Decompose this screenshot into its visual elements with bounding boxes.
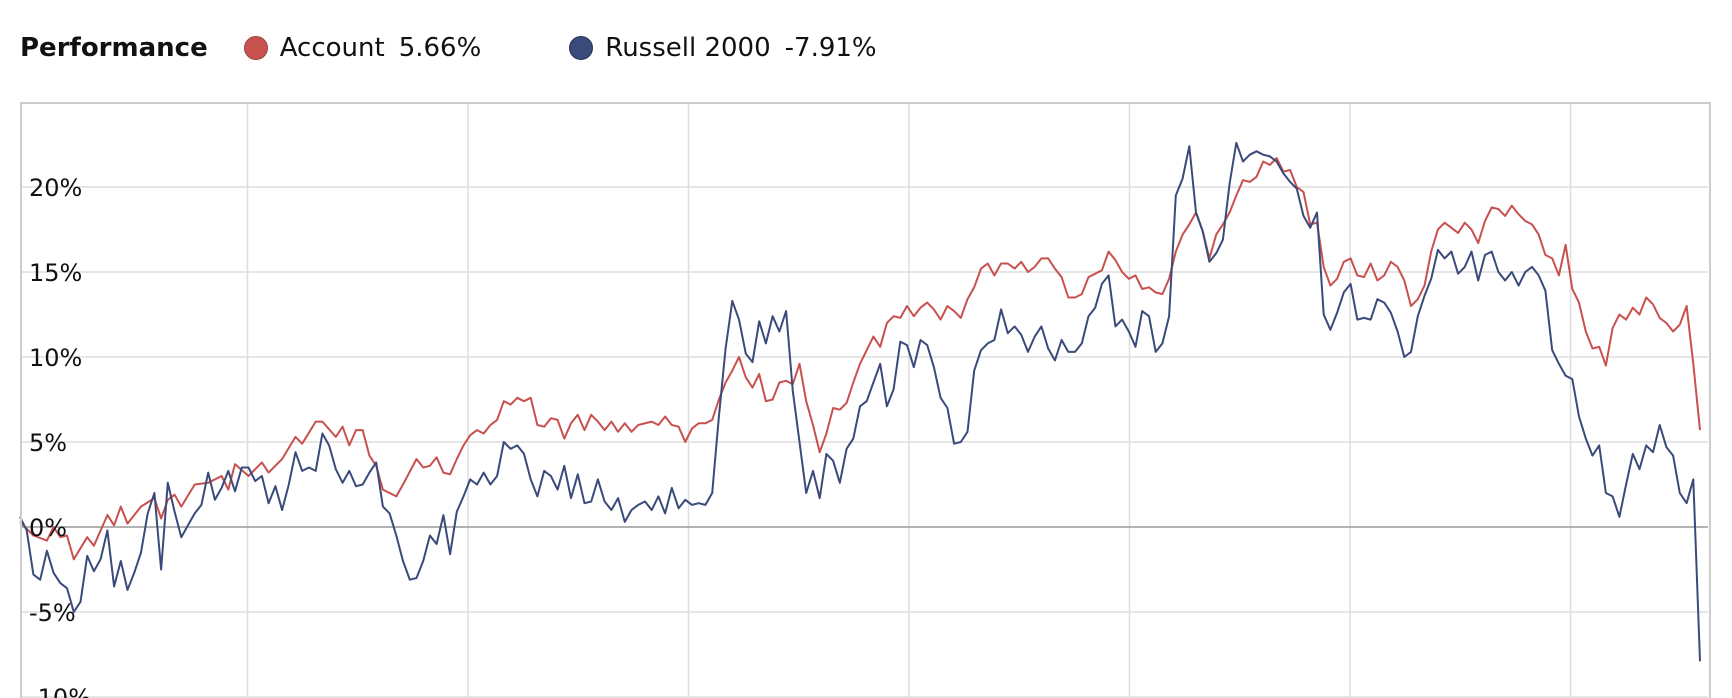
legend-item-value: -7.91% bbox=[784, 33, 877, 63]
legend-item-russell-2000[interactable]: Russell 2000 -7.91% bbox=[569, 33, 877, 63]
y-tick-label: 20% bbox=[29, 174, 82, 202]
legend-item-value: 5.66% bbox=[398, 33, 482, 63]
y-tick-label: -5% bbox=[29, 599, 76, 627]
account-series-dot bbox=[243, 36, 268, 60]
chart-legend: Performance Account 5.66% Russell 2000 -… bbox=[20, 28, 965, 68]
series-lines bbox=[19, 141, 1701, 662]
y-tick-label: 10% bbox=[29, 344, 82, 372]
legend-item-label: Russell 2000 bbox=[605, 33, 771, 63]
account-series-line[interactable] bbox=[19, 157, 1701, 561]
y-tick-label: 0% bbox=[29, 514, 67, 542]
russell-series-dot bbox=[569, 36, 594, 60]
grid-lines bbox=[22, 104, 1708, 698]
y-tick-label: 5% bbox=[29, 429, 67, 457]
russell-2000-series-line[interactable] bbox=[19, 141, 1701, 662]
legend-title: Performance bbox=[20, 33, 208, 63]
y-tick-label: 15% bbox=[29, 259, 82, 287]
y-axis-labels: 20% 15% 10% 5% 0% -5% -10% bbox=[29, 174, 91, 698]
legend-item-account[interactable]: Account 5.66% bbox=[243, 33, 482, 63]
legend-item-label: Account bbox=[279, 33, 385, 63]
y-tick-label: -10% bbox=[29, 684, 91, 698]
plot-border bbox=[20, 102, 1711, 698]
